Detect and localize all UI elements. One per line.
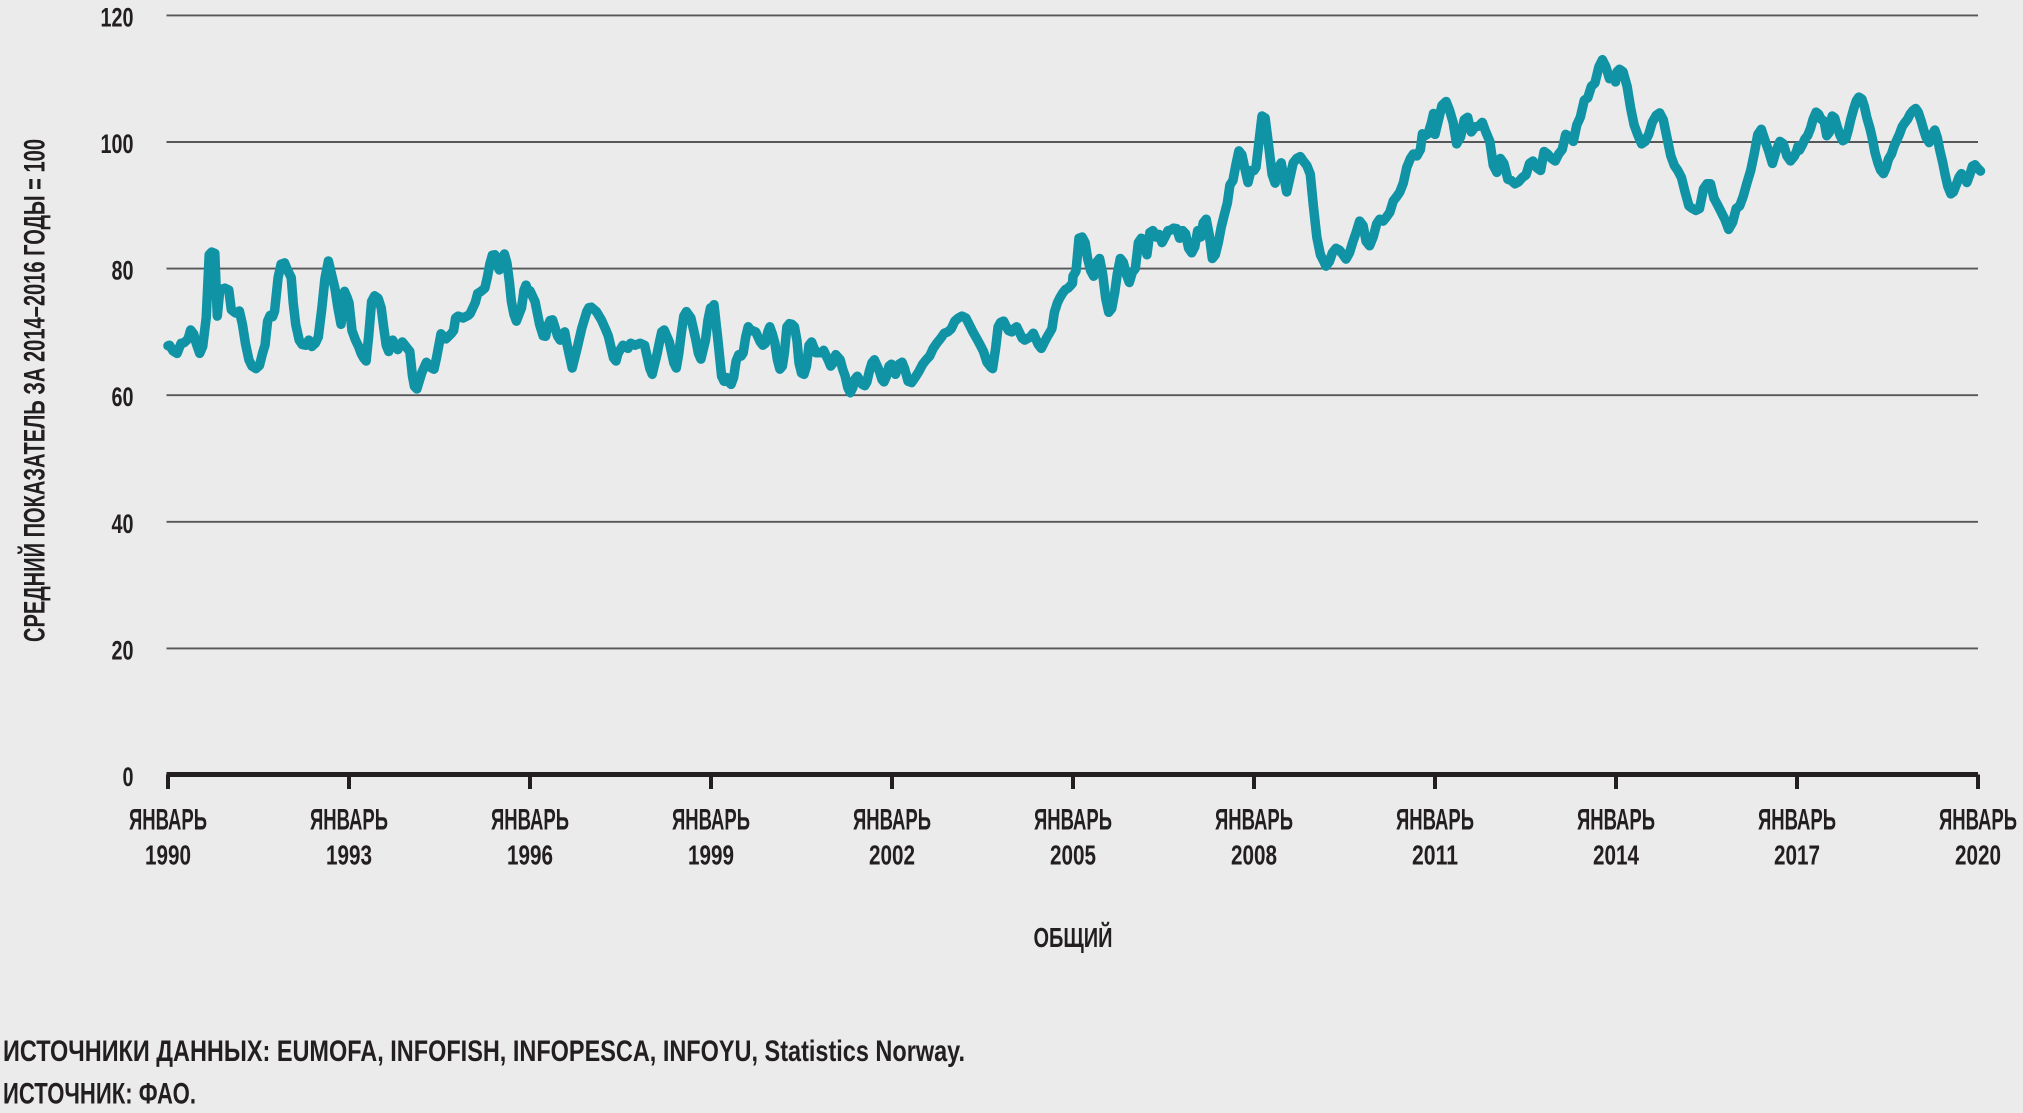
svg-text:ЯНВАРЬ: ЯНВАРЬ [491, 804, 569, 837]
svg-text:ИСТОЧНИКИ ДАННЫХ: EUMOFA, INFO: ИСТОЧНИКИ ДАННЫХ: EUMOFA, INFOFISH, INFO… [3, 1035, 965, 1068]
svg-text:ЯНВАРЬ: ЯНВАРЬ [1577, 804, 1655, 837]
svg-text:ЯНВАРЬ: ЯНВАРЬ [853, 804, 931, 837]
svg-text:100: 100 [101, 129, 134, 159]
svg-text:ИСТОЧНИК: ФАО.: ИСТОЧНИК: ФАО. [3, 1078, 196, 1111]
svg-text:ОБЩИЙ: ОБЩИЙ [1034, 921, 1113, 953]
svg-text:2005: 2005 [1050, 840, 1096, 871]
svg-text:60: 60 [112, 382, 134, 412]
svg-text:ЯНВАРЬ: ЯНВАРЬ [129, 804, 207, 837]
svg-text:ЯНВАРЬ: ЯНВАРЬ [1939, 804, 2017, 837]
svg-text:2020: 2020 [1955, 840, 2001, 871]
svg-text:2014: 2014 [1593, 840, 1639, 871]
svg-text:2017: 2017 [1774, 840, 1820, 871]
svg-text:1993: 1993 [326, 840, 372, 871]
svg-text:ЯНВАРЬ: ЯНВАРЬ [1215, 804, 1293, 837]
svg-text:2008: 2008 [1231, 840, 1277, 871]
svg-text:СРЕДНИЙ ПОКАЗАТЕЛЬ ЗА 2014–201: СРЕДНИЙ ПОКАЗАТЕЛЬ ЗА 2014–2016 ГОДЫ = 1… [18, 139, 52, 642]
svg-text:40: 40 [112, 509, 134, 539]
svg-text:20: 20 [112, 635, 134, 665]
svg-text:1990: 1990 [145, 840, 191, 871]
svg-text:2002: 2002 [869, 840, 915, 871]
svg-text:120: 120 [101, 2, 134, 32]
svg-text:80: 80 [112, 256, 134, 286]
svg-text:1996: 1996 [507, 840, 553, 871]
svg-text:ЯНВАРЬ: ЯНВАРЬ [672, 804, 750, 837]
svg-text:ЯНВАРЬ: ЯНВАРЬ [1758, 804, 1836, 837]
svg-text:0: 0 [123, 762, 134, 792]
svg-text:ЯНВАРЬ: ЯНВАРЬ [1034, 804, 1112, 837]
svg-text:ЯНВАРЬ: ЯНВАРЬ [1396, 804, 1474, 837]
svg-text:ЯНВАРЬ: ЯНВАРЬ [310, 804, 388, 837]
svg-text:1999: 1999 [688, 840, 734, 871]
svg-text:2011: 2011 [1412, 840, 1458, 871]
